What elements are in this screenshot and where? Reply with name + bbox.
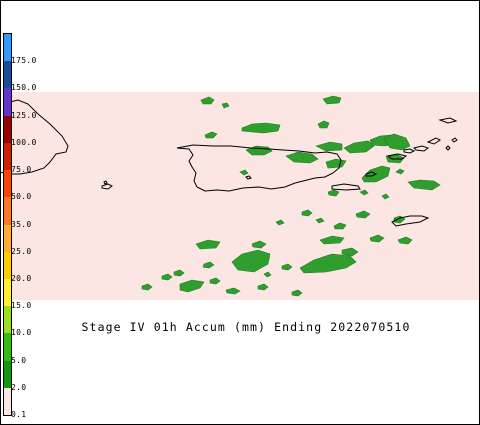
rain-cell xyxy=(381,193,390,200)
coastline-virgin-gorda xyxy=(426,137,441,145)
coastline-islet xyxy=(445,145,451,151)
rain-cell xyxy=(263,271,272,278)
legend-label: 2.0 xyxy=(11,382,27,392)
rain-cell xyxy=(315,141,343,152)
rain-cell xyxy=(231,249,271,273)
coastline-islet xyxy=(451,137,458,143)
coastline-hispaniola xyxy=(0,99,69,175)
rain-cell xyxy=(161,273,173,281)
rain-cell xyxy=(285,151,319,164)
legend-label: 50.0 xyxy=(11,192,32,202)
legend-label: 75.0 xyxy=(11,165,32,175)
legend-color-segment xyxy=(4,333,11,362)
legend-label: 25.0 xyxy=(11,246,32,256)
rain-cell xyxy=(173,269,185,277)
rain-cell xyxy=(275,219,285,226)
rain-cell xyxy=(251,240,267,249)
legend-color-segment xyxy=(4,197,11,225)
legend-label: 175.0 xyxy=(11,56,37,66)
rain-cell xyxy=(204,131,218,139)
rain-cell xyxy=(343,140,375,154)
legend-label: 20.0 xyxy=(11,273,32,283)
rain-cell xyxy=(333,222,347,230)
legend-label: 35.0 xyxy=(11,219,32,229)
legend-color-segment xyxy=(4,142,11,171)
rain-cell xyxy=(221,102,230,109)
rain-cell xyxy=(319,235,345,245)
legend-label: 10.0 xyxy=(11,328,32,338)
coastline-culebra xyxy=(365,171,378,177)
rain-cell xyxy=(299,253,357,274)
rain-cell xyxy=(383,133,411,151)
legend-label: 100.0 xyxy=(11,137,37,147)
rain-cell xyxy=(301,209,313,217)
rain-cell xyxy=(322,95,342,105)
legend-color-segment xyxy=(4,61,11,89)
rain-cell xyxy=(195,239,221,250)
rain-cell xyxy=(397,236,413,245)
coastline-tortola xyxy=(413,145,430,152)
rain-cell xyxy=(317,120,330,129)
legend-color-segment xyxy=(4,34,11,62)
coastline-vieques xyxy=(331,183,361,191)
rain-cell xyxy=(327,189,340,197)
coastline-st-john xyxy=(403,148,416,154)
legend-color-segment xyxy=(4,306,11,334)
coastline-desecheo xyxy=(103,180,108,185)
rain-cell xyxy=(179,279,205,293)
rain-cell xyxy=(281,263,293,271)
rain-cell xyxy=(291,289,303,297)
legend-label: 150.0 xyxy=(11,83,37,93)
rain-cell xyxy=(141,283,153,291)
rain-cell xyxy=(257,283,269,291)
legend-color-segment xyxy=(4,170,11,198)
map-caption: Stage IV 01h Accum (mm) Ending 202207051… xyxy=(81,320,411,334)
coastlines xyxy=(0,99,458,227)
legend-color-segment xyxy=(4,387,11,416)
rain-cell xyxy=(202,261,215,269)
rain-cell xyxy=(200,96,215,105)
rain-cell xyxy=(341,247,359,257)
legend-color-segment xyxy=(4,115,11,144)
legend-color-segment xyxy=(4,360,11,389)
rain-cell xyxy=(209,277,221,285)
legend-label: 5.0 xyxy=(11,355,27,365)
legend-colorbar xyxy=(3,33,12,416)
legend-label: 0.1 xyxy=(11,410,27,419)
legend-label: 15.0 xyxy=(11,301,32,311)
coastline-puerto-rico xyxy=(176,144,342,192)
rain-cell xyxy=(239,169,249,176)
legend-color-segment xyxy=(4,224,11,253)
rain-cell xyxy=(355,210,371,219)
coastline-caja-de-muertos xyxy=(245,175,252,180)
legend-label: 125.0 xyxy=(11,110,37,120)
coastline-anegada xyxy=(438,117,458,124)
rain-cell xyxy=(395,168,405,175)
rain-cell xyxy=(315,217,325,224)
rain-cell xyxy=(369,234,385,243)
rain-cell xyxy=(359,189,369,196)
legend-color-segment xyxy=(4,278,11,307)
coastline-st-thomas xyxy=(386,153,408,160)
rain-cell xyxy=(225,287,241,295)
legend-color-segment xyxy=(4,88,11,117)
coastline-mona xyxy=(101,183,113,190)
rain-cell xyxy=(407,179,441,191)
rain-cell xyxy=(241,122,281,134)
legend-color-segment xyxy=(4,251,11,280)
coastline-st-croix xyxy=(391,215,430,227)
